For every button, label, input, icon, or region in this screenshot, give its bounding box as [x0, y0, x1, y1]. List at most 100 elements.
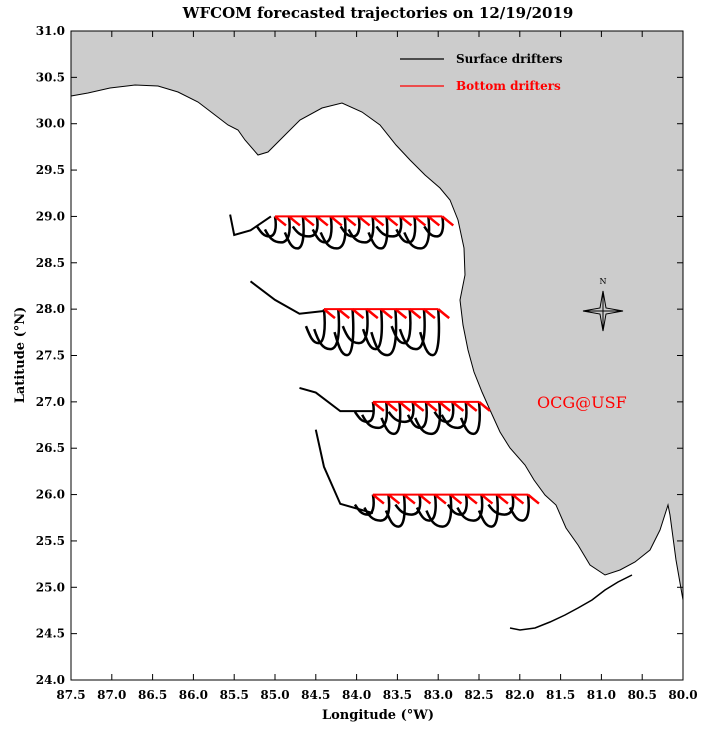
y-tick-label: 30.0	[36, 117, 65, 131]
y-tick-label: 29.5	[36, 163, 65, 177]
bottom-drifter-track	[288, 215, 301, 227]
surface-drifter-track	[375, 216, 403, 238]
x-tick-labels: 87.5 87.0 86.5 86.0 85.5 85.0 84.5 84.0 83.5 83.0…	[56, 688, 697, 702]
florida-land	[70, 30, 684, 601]
bottom-drifter-track	[465, 493, 478, 505]
bottom-drifter-track	[425, 400, 438, 412]
y-tick-label: 30.5	[36, 70, 65, 84]
bottom-drifter-track	[385, 215, 399, 227]
y-axis-label: Latitude (°N)	[13, 307, 28, 404]
surface-drifter-track	[440, 401, 468, 430]
x-tick-label: 86.5	[138, 688, 167, 702]
ocg-watermark: OCG@USF	[537, 393, 627, 412]
bottom-drifter-track	[413, 215, 427, 227]
x-tick-label: 82.5	[464, 688, 493, 702]
compass-rose: N	[582, 277, 624, 332]
y-tick-label: 26.0	[36, 488, 65, 502]
bottom-drifter-track	[418, 493, 432, 505]
legend-surface-label: Surface drifters	[456, 52, 563, 66]
surface-drifter-track	[263, 216, 291, 244]
surface-drifter-track	[423, 216, 445, 238]
surface-drifter-track	[363, 494, 391, 522]
bottom-drifter-track	[441, 215, 455, 227]
surface-drifter-track	[291, 216, 319, 238]
surface-drifter-track	[459, 401, 482, 436]
surface-drifter-track	[477, 494, 499, 528]
y-tick-labels: 31.0 30.5 30.0 29.5 29.0 28.5 28.0 27.5 27.0 26.5…	[36, 24, 65, 687]
bottom-drifter-track	[365, 308, 379, 320]
bottom-drifter-track	[423, 308, 436, 320]
bottom-drifter-track	[403, 493, 416, 505]
bottom-drifter-track	[451, 400, 465, 412]
bottom-drifter-track	[437, 308, 450, 320]
legend-bottom-label: Bottom drifters	[456, 79, 561, 93]
surface-drifter-track	[370, 309, 398, 357]
bottom-drifter-track	[380, 308, 393, 320]
y-tick-label: 31.0	[36, 24, 65, 38]
y-tick-label: 24.0	[36, 673, 65, 687]
bottom-drifter-track	[351, 308, 365, 320]
bottom-drifter-track	[399, 215, 413, 227]
bottom-drifter-track	[398, 400, 412, 412]
y-tick-label: 29.0	[36, 209, 65, 223]
x-tick-label: 80.0	[668, 688, 697, 702]
y-tick-label: 28.0	[36, 302, 65, 316]
x-tick-label: 83.5	[383, 688, 412, 702]
x-tick-label: 81.0	[587, 688, 616, 702]
y-tick-label: 28.5	[36, 256, 65, 270]
bottom-drifter-track	[408, 308, 422, 320]
x-tick-label: 85.5	[220, 688, 249, 702]
bottom-drifter-track	[527, 493, 540, 505]
x-tick-label: 80.5	[628, 688, 657, 702]
surface-drifter-track	[394, 494, 422, 516]
y-tick-label: 27.0	[36, 395, 65, 409]
bottom-drifter-track	[511, 493, 525, 505]
surface-drifter-tail	[229, 214, 272, 237]
surface-drifter-track	[347, 216, 375, 244]
surface-drifter-track	[418, 309, 441, 357]
florida-keys	[509, 574, 633, 631]
chart-title: WFCOM forecasted trajectories on 12/19/2…	[182, 4, 574, 22]
bottom-drifter-track	[371, 215, 385, 227]
bottom-drifter-track	[427, 215, 441, 227]
bottom-drifter-track	[411, 400, 425, 412]
x-tick-label: 87.5	[56, 688, 85, 702]
compass-n-label: N	[600, 277, 607, 286]
bottom-drifter-track	[372, 400, 385, 412]
surface-drifter-track	[361, 401, 389, 430]
bottom-drifter-track	[274, 215, 287, 227]
surface-drifter-track	[398, 309, 426, 351]
surface-drifter-track	[283, 216, 305, 250]
surface-drifter-tail	[249, 280, 325, 315]
axis-ticks	[70, 30, 684, 681]
y-tick-label: 25.0	[36, 580, 65, 594]
x-tick-label: 84.5	[301, 688, 330, 702]
bottom-drifter-track	[496, 493, 509, 505]
bottom-drifter-track	[302, 215, 315, 227]
x-tick-label: 83.0	[424, 688, 453, 702]
y-tick-label: 24.5	[36, 627, 65, 641]
surface-drifter-track	[456, 494, 484, 522]
legend: Surface drifters Bottom drifters	[400, 52, 563, 93]
x-axis-label: Longitude (°W)	[322, 708, 434, 723]
bottom-drifter-track	[438, 400, 452, 412]
x-tick-label: 81.5	[546, 688, 575, 702]
bottom-drifter-track	[329, 215, 343, 227]
x-tick-label: 82.0	[505, 688, 534, 702]
bottom-drifter-track	[394, 308, 408, 320]
surface-drifter-track	[380, 401, 402, 436]
bottom-drifter-track	[434, 493, 447, 505]
surface-drifter-track	[415, 494, 437, 522]
bottom-drifter-track	[343, 215, 357, 227]
bottom-drifter-track	[372, 493, 385, 505]
surface-drifter-track	[304, 309, 326, 345]
surface-drifter-track	[333, 309, 355, 357]
surface-drifter-track	[313, 309, 341, 351]
y-tick-label: 25.5	[36, 534, 65, 548]
surface-drifter-track	[384, 494, 406, 528]
x-tick-label: 84.0	[342, 688, 371, 702]
x-tick-label: 85.0	[260, 688, 289, 702]
x-tick-label: 86.0	[179, 688, 208, 702]
bottom-drifter-track	[323, 308, 336, 320]
